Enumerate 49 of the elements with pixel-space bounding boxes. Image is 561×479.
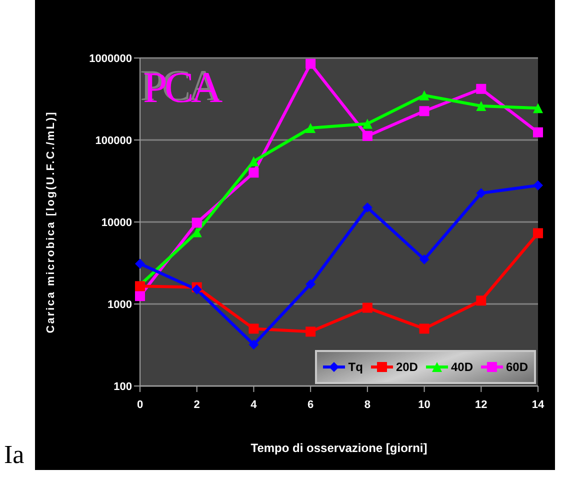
point: [248, 156, 259, 166]
x-tick-label: 14: [532, 398, 545, 411]
x-axis-title: Tempo di osservazione [giorni]: [250, 441, 428, 455]
point: [419, 90, 430, 100]
legend-label: 60D: [506, 360, 528, 374]
point: [419, 106, 430, 116]
point: [306, 123, 316, 134]
point: [476, 296, 486, 306]
chart-title: PCA: [143, 62, 220, 113]
x-tick-label: 4: [250, 398, 258, 411]
x-tick-label: 6: [308, 398, 314, 411]
point: [362, 202, 372, 213]
point: [306, 279, 316, 290]
y-axis-title: Carica microbica [log(U.F.C./mL)]: [44, 110, 57, 334]
y-tick-label: 1000000: [89, 52, 132, 65]
point: [533, 103, 543, 114]
legend-label: 40D: [450, 360, 473, 374]
y-tick-label: 100000: [95, 134, 132, 147]
point: [419, 324, 430, 334]
point: [476, 100, 486, 111]
x-tick-label: 10: [418, 398, 430, 411]
point: [248, 324, 259, 334]
point: [362, 302, 372, 313]
point: [476, 84, 486, 94]
x-tick-label: 8: [364, 398, 370, 411]
text: Ia: [4, 440, 24, 470]
y-tick-label: 100: [114, 380, 132, 393]
point: [533, 180, 543, 190]
point: [248, 340, 259, 350]
x-tick-label: 2: [194, 398, 200, 411]
point: [419, 254, 430, 264]
point: [192, 284, 202, 295]
y-tick-label: 1000: [108, 298, 132, 311]
legend-label: Tq: [348, 360, 363, 374]
point: [533, 228, 543, 238]
legend-label: 20D: [396, 360, 418, 374]
point: [135, 291, 145, 302]
point: [476, 188, 486, 198]
y-tick-label: 10000: [101, 216, 132, 229]
x-tick-label: 12: [475, 398, 488, 411]
point: [248, 168, 259, 178]
point: [362, 118, 372, 129]
point: [192, 218, 202, 228]
point: [306, 58, 316, 69]
point: [533, 127, 543, 138]
point: [362, 130, 372, 141]
point: [135, 258, 145, 269]
x-tick-label: 0: [136, 398, 144, 411]
point: [306, 326, 316, 337]
